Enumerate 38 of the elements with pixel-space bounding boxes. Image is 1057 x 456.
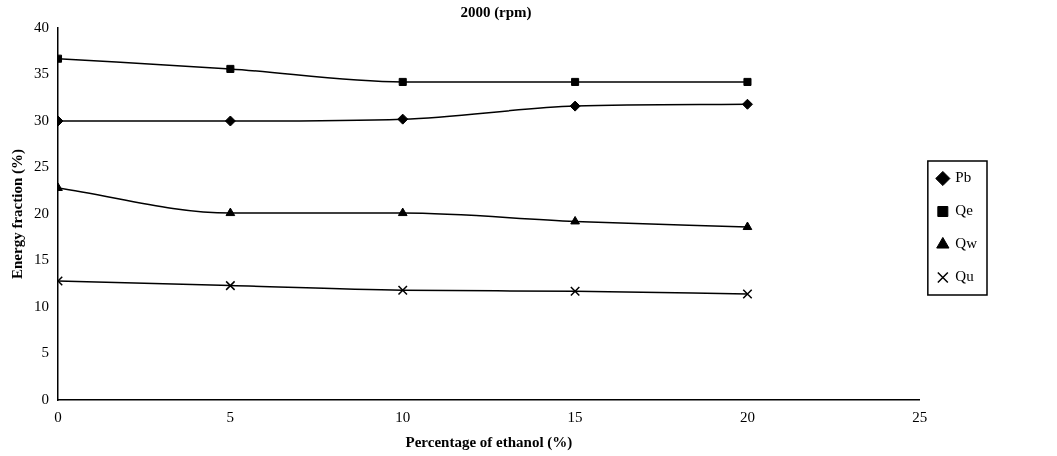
x-tick-label: 15 [567,408,583,425]
point [741,98,753,110]
y-tick-label: 5 [41,344,49,361]
point [743,77,752,86]
point [398,77,407,86]
point [397,113,409,125]
point [570,215,580,225]
y-tick-label: 15 [34,251,49,268]
y-tick-label: 20 [34,204,49,221]
point [224,115,236,127]
x-axis-title: Percentage of ethanol (%) [405,433,573,451]
y-tick-label: 25 [34,158,49,175]
legend-label: Qu [955,268,975,285]
x-tick-label: 0 [54,408,62,425]
y-tick-label: 10 [34,297,49,314]
x-tick-label: 10 [395,408,411,425]
y-axis-title: Energy fraction (%) [8,149,26,279]
y-tick-label: 40 [34,18,49,35]
legend-label: Qw [955,235,978,252]
x-tick-label: 25 [912,408,928,425]
point [742,288,753,299]
point [225,280,236,291]
point [569,100,581,112]
y-tick-label: 30 [34,111,49,128]
chart-title: 2000 (rpm) [460,3,532,21]
point [571,77,580,86]
x-tick-label: 5 [226,408,235,425]
point [397,207,408,217]
point [226,64,235,73]
point [397,285,408,296]
legend-label: Qe [955,202,974,219]
point [225,207,236,217]
point [742,221,753,231]
point [570,286,581,297]
y-tick-label: 0 [41,390,49,407]
x-tick-label: 20 [739,408,755,425]
legend-label: Pb [955,169,972,186]
y-tick-label: 35 [34,65,49,82]
